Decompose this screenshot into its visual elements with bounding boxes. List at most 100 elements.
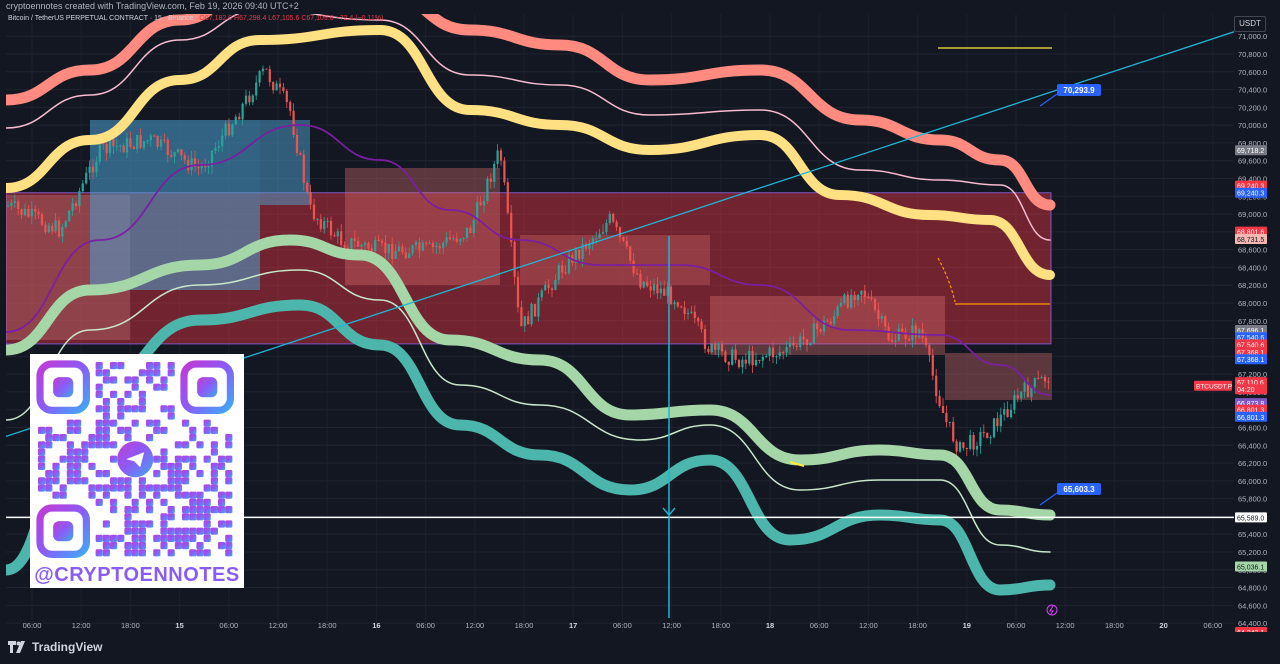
price-tag-label: 69,240.3 [1237, 191, 1264, 198]
x-tick-label: 12:00 [1056, 621, 1075, 630]
price-tag-label: 67,368.1 [1237, 350, 1264, 357]
price-tag [1235, 512, 1267, 523]
y-tick-label: 69,600.0 [1238, 157, 1267, 166]
y-tick-label: 70,200.0 [1238, 103, 1267, 112]
y-tick-label: 70,400.0 [1238, 86, 1267, 95]
y-tick-label: 70,800.0 [1238, 50, 1267, 59]
x-tick-label: 06:00 [613, 621, 632, 630]
price-tag [1235, 627, 1267, 632]
symbol-tag [1194, 380, 1232, 391]
arrow-down-icon [662, 507, 676, 517]
x-tick-label: 06:00 [810, 621, 829, 630]
x-tick-label: 12:00 [269, 621, 288, 630]
qr-code-watermark: @CRYPTOENNOTES [30, 354, 244, 588]
zone-step [260, 120, 310, 205]
price-tag-label: 67,696.1 [1237, 328, 1264, 335]
x-tick-label: 12:00 [662, 621, 681, 630]
price-tag-label: 68,731.5 [1237, 237, 1264, 244]
y-tick-label: 65,200.0 [1238, 548, 1267, 557]
callout-box [1057, 483, 1101, 495]
x-tick-label: 06:00 [23, 621, 42, 630]
time-axis[interactable]: 06:00 12:00 18:00 15 06:00 12:00 18:00 16 06:00 1… [23, 621, 1223, 630]
y-tick-label: 69,400.0 [1238, 175, 1267, 184]
zone-step [345, 168, 500, 285]
price-tag [1235, 411, 1267, 422]
zone-step [945, 353, 1052, 400]
watermark-handle: @CRYPTOENNOTES [34, 564, 240, 586]
x-tick-label: 18:00 [121, 621, 140, 630]
price-tag-label: 69,718.2 [1237, 148, 1264, 155]
price-tag [1235, 233, 1267, 244]
callout-label: 70,293.9 [1063, 86, 1095, 95]
price-tag-label: 67,368.1 [1237, 357, 1264, 364]
price-tag-label: 69,240.3 [1237, 184, 1264, 191]
band-line [6, 14, 1056, 211]
callout-pointer [1039, 492, 1058, 506]
symbol-name[interactable]: Bitcoin / TetherUS PERPETUAL CONTRACT · … [8, 15, 194, 22]
x-tick-label: 20 [1159, 621, 1167, 630]
price-tag [1235, 187, 1267, 198]
x-tick-label: 06:00 [416, 621, 435, 630]
y-tick-label: 68,000.0 [1238, 299, 1267, 308]
y-tick-label: 66,600.0 [1238, 423, 1267, 432]
tradingview-logo[interactable]: TradingView [8, 640, 102, 654]
symbol-tag-label: BTCUSDT.P [1196, 384, 1232, 391]
price-tag-label: 67,540.6 [1237, 335, 1264, 342]
x-tick-label: 19 [963, 621, 971, 630]
callout-pointer [1039, 93, 1058, 107]
price-tag [1235, 384, 1267, 395]
y-tick-label: 69,800.0 [1238, 139, 1267, 148]
x-tick-label: 06:00 [219, 621, 238, 630]
x-tick-label: 12:00 [72, 621, 91, 630]
qr-code-icon [36, 360, 235, 559]
y-tick-label: 65,400.0 [1238, 530, 1267, 539]
x-tick-label: 16 [372, 621, 380, 630]
bands [6, 14, 1056, 596]
price-tag-label: 66,873.8 [1237, 401, 1264, 408]
price-tag-label: 67,540.6 [1237, 342, 1264, 349]
x-tick-label: 12:00 [465, 621, 484, 630]
y-tick-label: 64,400.0 [1238, 619, 1267, 628]
y-tick-label: 66,200.0 [1238, 459, 1267, 468]
y-tick-label: 67,200.0 [1238, 370, 1267, 379]
x-tick-label: 06:00 [1203, 621, 1222, 630]
price-tag-label: 66,801.3 [1237, 408, 1264, 415]
ohlc-values: O67,182.0 H67,298.4 L67,105.6 C67,109.6 … [199, 15, 384, 22]
footer [0, 632, 1280, 664]
y-tick-label: 70,600.0 [1238, 68, 1267, 77]
brand-name: TradingView [32, 640, 103, 654]
callout-label: 65,603.3 [1063, 485, 1095, 494]
x-tick-label: 15 [175, 621, 183, 630]
marker-line [789, 461, 805, 467]
x-tick-label: 17 [569, 621, 577, 630]
x-tick-label: 06:00 [1007, 621, 1026, 630]
band-line [6, 14, 1051, 241]
y-tick-label: 68,200.0 [1238, 281, 1267, 290]
band-line [6, 124, 1051, 396]
y-tick-label: 68,600.0 [1238, 246, 1267, 255]
price-tags: 69,718.2 69,240.369,240.3 68,801.668,731.5… [1194, 145, 1267, 632]
zone-step [520, 235, 710, 285]
y-tick-label: 71,000.0 [1238, 32, 1267, 41]
callout-box [1057, 84, 1101, 96]
x-tick-label: 18:00 [711, 621, 730, 630]
callouts[interactable]: 70,293.9 65,603.3 [1039, 84, 1101, 616]
y-tick-label: 66,400.0 [1238, 441, 1267, 450]
price-tag [1235, 145, 1267, 156]
price-tag-label: 65,036.1 [1237, 565, 1264, 572]
price-tag [1235, 561, 1267, 572]
band-line [6, 234, 1056, 521]
created-by: cryptoennotes created with TradingView.c… [6, 1, 299, 11]
y-tick-label: 64,600.0 [1238, 601, 1267, 610]
x-tick-label: 18 [766, 621, 774, 630]
legend-row: Bitcoin / TetherUS PERPETUAL CONTRACT · … [8, 15, 383, 22]
chart-header: cryptoennotes created with TradingView.c… [0, 0, 1280, 14]
price-tag [1235, 339, 1267, 350]
price-tag-label: 04:20 [1237, 387, 1255, 394]
y-tick-label: 65,800.0 [1238, 495, 1267, 504]
currency-unit-badge[interactable]: USDT [1234, 16, 1266, 32]
tradingview-icon [8, 641, 25, 653]
x-tick-label: 18:00 [318, 621, 337, 630]
y-tick-label: 68,400.0 [1238, 263, 1267, 272]
x-tick-label: 18:00 [1105, 621, 1124, 630]
